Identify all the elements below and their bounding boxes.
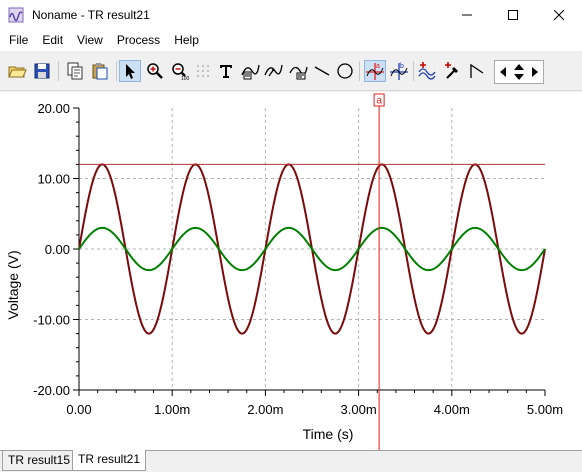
- y-axis-title: Voltage (V): [5, 250, 21, 319]
- open-folder-icon: [8, 66, 27, 78]
- save-icon: [34, 63, 50, 79]
- text-icon: [220, 65, 232, 78]
- chart-tick-labels: 0.00 1.00m 2.00m 3.00m 4.00m 5.00m 20.00 10.00 0…: [33, 101, 563, 417]
- x-tick-label: 1.00m: [154, 402, 190, 417]
- y-tick-label: 0.00: [45, 242, 70, 257]
- arrow-left-button[interactable]: [496, 62, 510, 82]
- circle-tool-button[interactable]: [334, 60, 356, 82]
- ramp-button[interactable]: [466, 60, 488, 82]
- curve-label-alt-icon: [264, 64, 283, 77]
- text-button[interactable]: [215, 60, 237, 82]
- title-bar: Noname - TR result21: [0, 0, 582, 30]
- grid-button[interactable]: [192, 60, 214, 82]
- menu-bar: File Edit View Process Help: [0, 30, 582, 51]
- line-tool-button[interactable]: [311, 60, 333, 82]
- close-icon: [554, 10, 564, 20]
- add-curve-button[interactable]: [416, 60, 438, 82]
- curve-label-icon: [241, 64, 260, 80]
- arrow-left-icon: [500, 67, 506, 77]
- x-tick-label: 3.00m: [341, 402, 377, 417]
- cursor-a-button[interactable]: a: [364, 60, 386, 82]
- probe-button[interactable]: [441, 60, 463, 82]
- paste-button[interactable]: [89, 60, 111, 82]
- curve-label-button[interactable]: [239, 60, 261, 82]
- menu-view[interactable]: View: [77, 33, 103, 47]
- menu-file[interactable]: File: [9, 33, 29, 47]
- toolbar-separator: [58, 61, 59, 81]
- cursor-b-icon: b: [390, 63, 408, 80]
- plot-area[interactable]: a 0.00 1.00m 2.00m 3.00m 4.00m 5.00m 20.00 10.0…: [0, 92, 582, 450]
- open-button[interactable]: [6, 60, 28, 82]
- svg-text:b: b: [400, 63, 404, 70]
- x-tick-label: 4.00m: [434, 402, 470, 417]
- x-tick-label: 2.00m: [247, 402, 283, 417]
- zoom-out-icon: 100: [172, 63, 190, 81]
- zoom-out-button[interactable]: 100: [169, 60, 191, 82]
- add-curve-icon: [418, 62, 436, 80]
- probe-icon: [445, 62, 458, 79]
- svg-text:a: a: [376, 63, 380, 70]
- arrow-updown-icon: [514, 64, 524, 80]
- arrow-right-button[interactable]: [528, 62, 542, 82]
- ramp-icon: [470, 63, 484, 78]
- tab-tr-result15[interactable]: TR result15: [2, 451, 77, 471]
- zoom-in-button[interactable]: [144, 60, 166, 82]
- cursor-label: a: [376, 96, 382, 107]
- toolbar-separator: [413, 61, 414, 81]
- chart-axes: [73, 107, 546, 396]
- maximize-button[interactable]: [490, 0, 536, 30]
- menu-process[interactable]: Process: [116, 33, 161, 47]
- pointer-button[interactable]: [119, 60, 141, 82]
- copy-icon: [67, 62, 83, 80]
- chart-series: [78, 163, 546, 335]
- minimize-button[interactable]: [444, 0, 490, 30]
- x-axis-title: Time (s): [303, 426, 354, 442]
- app-icon: [8, 7, 24, 23]
- cursor-nav-group: [494, 60, 544, 84]
- arrow-updown-button[interactable]: [512, 62, 526, 82]
- copy-button[interactable]: [64, 60, 86, 82]
- result-tabs: TR result15 TR result21: [0, 450, 582, 472]
- toolbar-separator: [116, 61, 117, 81]
- grid-icon: [197, 65, 209, 77]
- y-tick-label: -20.00: [33, 383, 70, 398]
- toolbar: 100: [0, 53, 582, 91]
- chart-grid: [79, 108, 545, 390]
- menu-help[interactable]: Help: [174, 33, 199, 47]
- cursor-a-icon: a: [366, 63, 384, 80]
- window-title: Noname - TR result21: [32, 8, 150, 22]
- tab-tr-result21[interactable]: TR result21: [72, 450, 147, 471]
- voltage-time-chart[interactable]: a 0.00 1.00m 2.00m 3.00m 4.00m 5.00m 20.00 10.0…: [0, 92, 582, 450]
- paste-icon: [92, 63, 108, 80]
- cursor-a[interactable]: a: [79, 93, 545, 450]
- cursor-b-button[interactable]: b: [388, 60, 410, 82]
- curve-label-alt-button[interactable]: [262, 60, 284, 82]
- circle-tool-icon: [337, 63, 353, 79]
- series-line-2: [78, 226, 546, 272]
- close-button[interactable]: [536, 0, 582, 30]
- x-tick-label: 5.00m: [527, 402, 563, 417]
- menu-edit[interactable]: Edit: [42, 33, 64, 47]
- minimize-icon: [462, 14, 472, 16]
- cursor-flag: [373, 93, 385, 107]
- x-tick-label: 0.00: [66, 402, 91, 417]
- pointer-icon: [126, 64, 135, 79]
- curve-marker-icon: [289, 66, 308, 80]
- curve-marker-button[interactable]: [287, 60, 309, 82]
- y-tick-label: -10.00: [33, 313, 70, 328]
- y-tick-label: 10.00: [37, 172, 70, 187]
- svg-text:100: 100: [181, 76, 190, 81]
- maximize-icon: [508, 10, 518, 20]
- y-tick-label: 20.00: [37, 101, 70, 116]
- zoom-in-icon: [147, 63, 163, 79]
- arrow-right-icon: [532, 67, 538, 77]
- toolbar-separator: [359, 61, 360, 81]
- save-button[interactable]: [31, 60, 53, 82]
- line-tool-icon: [314, 66, 330, 76]
